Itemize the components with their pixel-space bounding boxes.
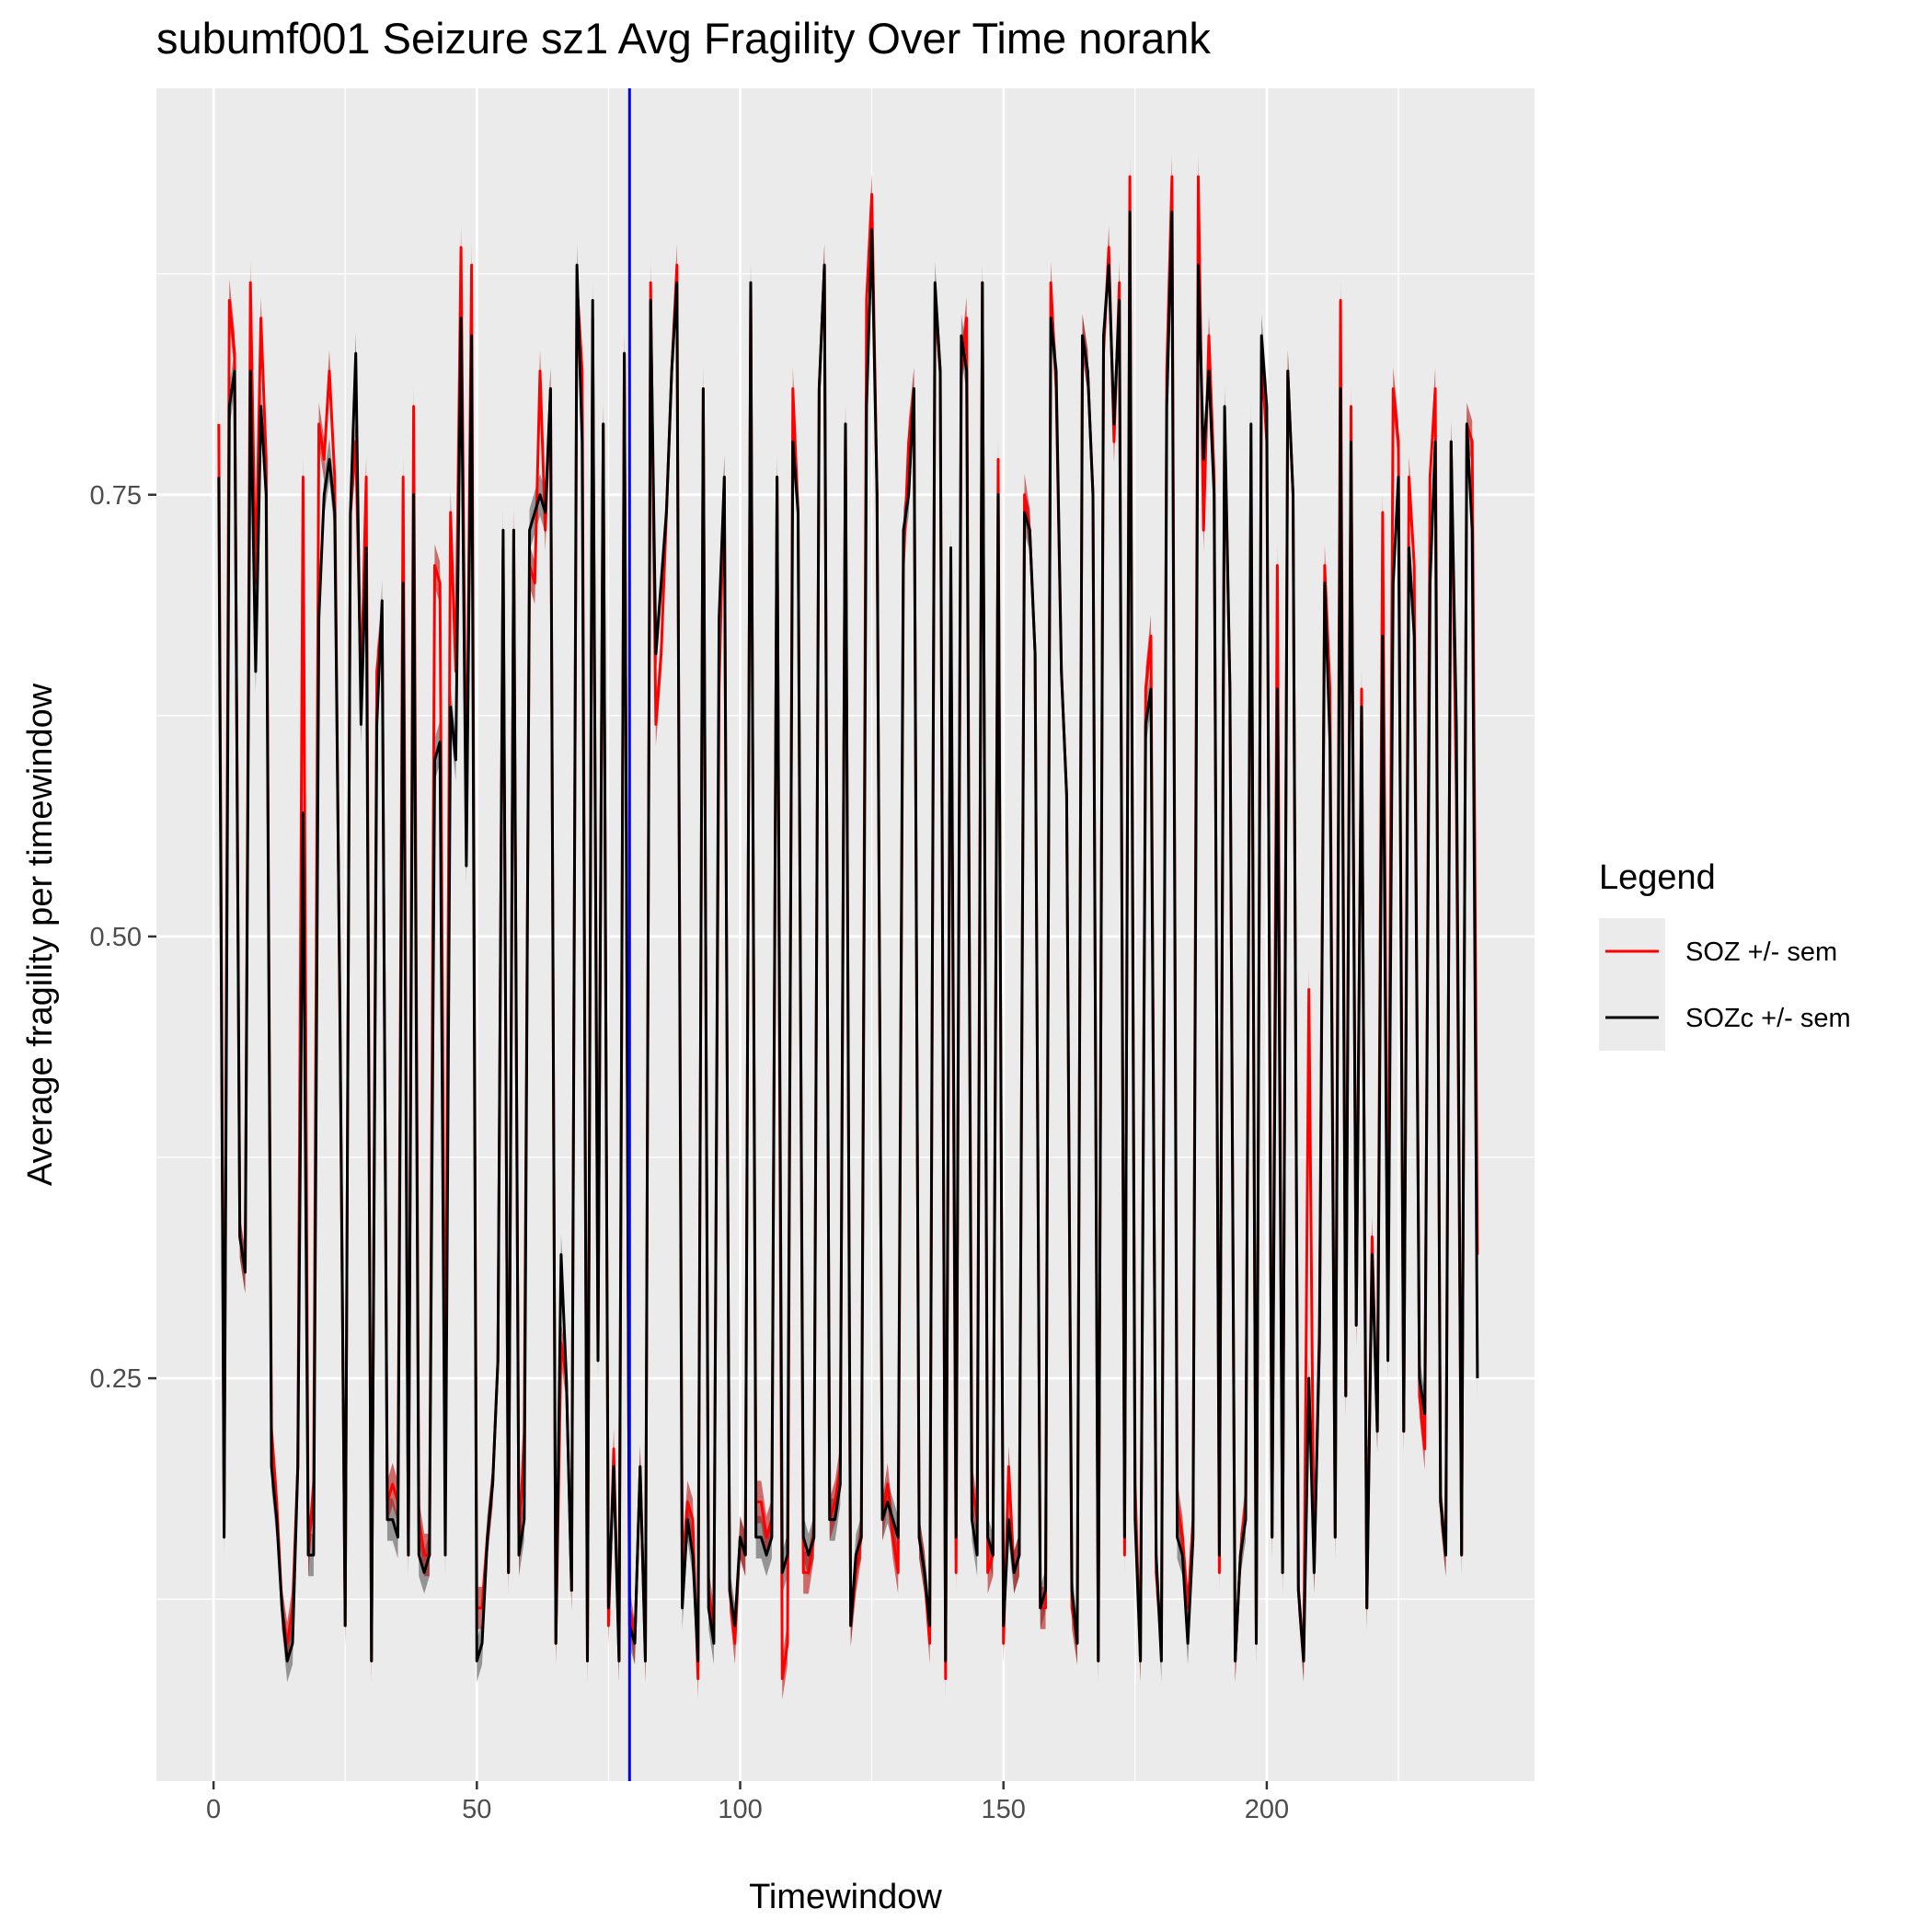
legend-label-sozc: SOZc +/- sem: [1685, 1004, 1851, 1033]
y-tick-label: 0.50: [90, 923, 142, 952]
x-tick-label: 100: [718, 1795, 762, 1824]
plot-panel: [156, 88, 1535, 1781]
legend-label-soz: SOZ +/- sem: [1685, 937, 1837, 967]
grid-minor: [156, 88, 1535, 1781]
legend: Legend SOZ +/- sem SOZc +/- sem: [1599, 858, 1851, 1051]
y-axis-title: Average fragility per timewindow: [21, 683, 60, 1186]
y-tick-label: 0.25: [90, 1364, 142, 1394]
legend-title: Legend: [1599, 858, 1716, 897]
axis-ticks: [148, 493, 1269, 1789]
series-line-sozc: [217, 210, 1479, 1662]
chart-title: subumf001 Seizure sz1 Avg Fragility Over…: [156, 14, 1211, 63]
y-tick-label: 0.75: [90, 481, 142, 511]
x-tick-label: 0: [206, 1795, 221, 1824]
x-tick-label: 150: [982, 1795, 1026, 1824]
series-lines: [217, 175, 1479, 1681]
x-tick-label: 50: [462, 1795, 491, 1824]
x-tick-label: 200: [1245, 1795, 1289, 1824]
x-axis-title: Timewindow: [749, 1878, 942, 1916]
tick-labels: 0 50 100 150 200 0.25 0.50 0.75: [90, 481, 1290, 1824]
